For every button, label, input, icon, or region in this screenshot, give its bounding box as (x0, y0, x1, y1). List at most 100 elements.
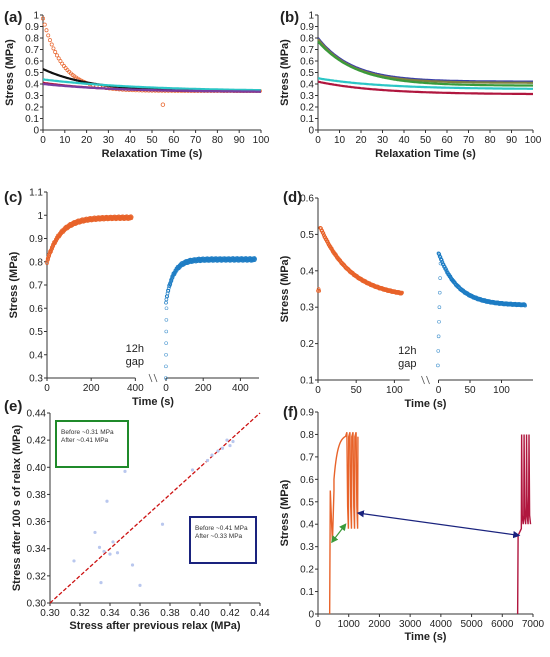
annotation-frame (55, 420, 129, 468)
x-tick-label: 0.42 (220, 608, 240, 619)
data-point (166, 286, 171, 291)
x-tick-label: 0.44 (250, 608, 270, 619)
y-tick-label: 0.34 (27, 544, 47, 555)
x-tick-label: 0 (315, 619, 321, 630)
x-tick-label: 3000 (399, 619, 422, 630)
panel-label: (d) (283, 189, 302, 206)
segment-orange: 0 50 100 (315, 225, 410, 396)
data-point (325, 239, 330, 244)
y-tick-label: 1.1 (29, 188, 43, 199)
data-point (252, 256, 257, 260)
y-tick-label: 0.7 (29, 281, 43, 292)
x-tick-label: 10 (334, 135, 346, 146)
x-tick-label: 200 (195, 383, 212, 394)
y-tick-label: 0 (33, 126, 39, 137)
y-tick-label: 0.38 (27, 490, 47, 501)
x-tick-label: 100 (253, 135, 270, 146)
early-trace-line (328, 432, 359, 615)
y-tick-label: 0 (308, 126, 314, 137)
x-tick-label: 0.40 (190, 608, 210, 619)
y-tick-label: 0.9 (300, 408, 314, 419)
data-point (129, 215, 134, 219)
x-tick-label: 1000 (338, 619, 361, 630)
x-tick-label: 30 (103, 135, 115, 146)
x-tick-label: 20 (355, 135, 367, 146)
x-tick-label: 50 (420, 135, 432, 146)
x-tick-label: 60 (168, 135, 180, 146)
data-point (316, 287, 321, 291)
data-point (160, 522, 165, 526)
x-tick-label: 40 (398, 135, 410, 146)
series-orange (41, 16, 262, 93)
segment-orange: 0 200 400 (44, 214, 144, 394)
data-point (437, 290, 442, 295)
annotation-text: After ~0.33 MPa (195, 533, 243, 540)
x-tick-label: 7000 (522, 619, 545, 630)
x-tick-label: 0.34 (100, 608, 120, 619)
data-point (164, 364, 168, 369)
data-point (164, 306, 169, 311)
y-tick-label: 0.2 (300, 103, 314, 114)
data-point (169, 278, 174, 283)
data-point (164, 329, 169, 334)
y-tick-label: 0.5 (300, 497, 314, 508)
y-tick-label: 0.1 (25, 114, 39, 125)
series-line (317, 38, 533, 84)
y-axis-label: Stress (MPa) (4, 39, 16, 106)
y-tick-label: 0.9 (300, 22, 314, 33)
y-tick-label: 0.1 (300, 376, 314, 387)
trace-panel-f: (f) 0 0.1 0.2 0.3 0.4 0.5 0.6 0.7 0.8 0.9 Stress (M… (279, 404, 545, 643)
series-line (317, 80, 533, 96)
segment-blue: 0 200 400 (163, 256, 259, 394)
x-axis-label: Relaxation Time (s) (102, 148, 203, 160)
x-tick-label: 0.36 (130, 608, 150, 619)
data-point (41, 16, 45, 21)
x-tick-label: 0.32 (70, 608, 90, 619)
y-tick-label: 0.3 (29, 374, 43, 385)
axis-break-icon (421, 375, 430, 385)
y-tick-label: 0.6 (25, 57, 39, 68)
data-point (168, 282, 173, 287)
data-point (220, 446, 225, 450)
y-tick-label: 0.2 (300, 565, 314, 576)
y-tick-label: 0.3 (25, 91, 39, 102)
panel-label: (e) (4, 398, 22, 415)
data-point (400, 290, 404, 295)
x-tick-label: 0 (436, 385, 442, 396)
data-point (216, 449, 220, 453)
series-crimson (317, 80, 533, 96)
x-tick-label: 0 (315, 385, 321, 396)
panel-label: (b) (280, 9, 299, 26)
y-tick-label: 0 (308, 610, 314, 621)
series-olive (317, 38, 533, 84)
data-point (138, 583, 142, 587)
x-axis-label: Time (s) (405, 631, 447, 643)
x-tick-label: 2000 (368, 619, 391, 630)
y-tick-label: 0.4 (300, 520, 314, 531)
y-tick-label: 0.7 (300, 452, 314, 463)
data-point (105, 499, 109, 503)
series-navy (317, 37, 533, 83)
data-point (437, 319, 441, 324)
gap-panel-c: (c) 0.3 0.4 0.5 0.6 0.7 0.8 0.9 1 1.1 Stress (MPa)… (4, 188, 259, 408)
data-point (46, 257, 50, 262)
y-tick-label: 0.9 (29, 234, 43, 245)
x-tick-label: 80 (484, 135, 496, 146)
data-point (523, 303, 527, 308)
y-tick-label: 0.44 (27, 409, 47, 420)
y-tick-label: 0.8 (300, 34, 314, 45)
data-point (190, 468, 195, 472)
data-point (316, 289, 320, 293)
data-point (48, 38, 52, 43)
data-point (436, 363, 440, 368)
y-tick-label: 0.8 (300, 430, 314, 441)
data-point (444, 267, 448, 271)
data-point (164, 352, 168, 357)
series-green (317, 40, 534, 87)
y-tick-label: 1 (37, 211, 43, 222)
data-point (164, 376, 168, 380)
data-point (93, 530, 97, 535)
y-tick-label: 0.3 (300, 91, 314, 102)
